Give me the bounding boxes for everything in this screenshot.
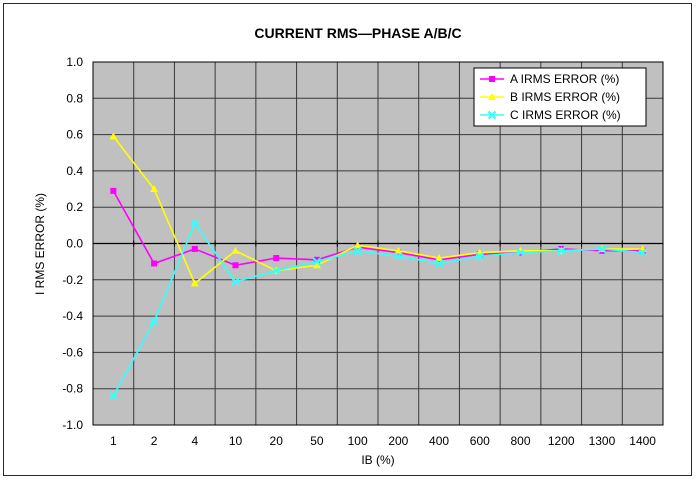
x-tick-label: 1 xyxy=(110,434,117,448)
series-c xyxy=(109,219,647,401)
chart-frame: CURRENT RMS—PHASE A/B/C I RMS ERROR (%) … xyxy=(3,3,692,476)
data-point xyxy=(394,246,403,254)
chart-title: CURRENT RMS—PHASE A/B/C xyxy=(254,25,461,41)
data-point xyxy=(273,255,280,262)
x-tick-label: 20 xyxy=(270,434,284,448)
x-tick-label: 100 xyxy=(348,434,368,448)
data-point xyxy=(597,244,607,254)
legend-entry: C IRMS ERROR (%) xyxy=(510,108,621,122)
y-tick-label: 1.0 xyxy=(66,55,83,69)
data-point xyxy=(557,246,566,255)
x-tick-label: 50 xyxy=(310,434,324,448)
legend: A IRMS ERROR (%) B IRMS ERROR (%) C IRMS E… xyxy=(473,67,647,127)
data-point xyxy=(231,246,240,254)
legend-entry: A IRMS ERROR (%) xyxy=(510,72,619,86)
x-tick-label: 1400 xyxy=(629,434,656,448)
x-tick-label: 10 xyxy=(229,434,243,448)
data-point xyxy=(475,251,484,261)
x-tick-label: 1200 xyxy=(548,434,575,448)
data-point xyxy=(489,76,495,82)
y-tick-label: -0.8 xyxy=(62,382,83,396)
x-tick-label: 200 xyxy=(388,434,408,448)
data-point xyxy=(191,245,198,252)
data-point xyxy=(487,110,497,120)
x-axis-label: IB (%) xyxy=(361,453,394,467)
x-tick-label: 1300 xyxy=(589,434,616,448)
data-point xyxy=(149,317,159,326)
data-point xyxy=(190,219,199,228)
data-point xyxy=(394,251,403,261)
y-tick-label: -0.2 xyxy=(62,273,83,287)
data-point xyxy=(151,260,158,267)
data-point xyxy=(110,187,117,194)
y-tick-label: 0.8 xyxy=(66,91,83,105)
data-point xyxy=(516,248,525,257)
data-point xyxy=(435,254,444,262)
data-point xyxy=(190,279,199,287)
y-tick-label: -0.6 xyxy=(62,345,83,359)
data-point xyxy=(272,266,281,275)
data-point xyxy=(312,261,321,269)
data-point xyxy=(353,241,362,249)
data-point xyxy=(312,257,322,266)
data-point xyxy=(232,262,239,269)
legend-entry: B IRMS ERROR (%) xyxy=(510,90,620,104)
y-tick-label: -0.4 xyxy=(62,309,83,323)
x-tick-label: 600 xyxy=(470,434,490,448)
y-tick-label: 0.0 xyxy=(66,237,83,251)
x-tick-label: 400 xyxy=(429,434,449,448)
data-point xyxy=(313,256,320,263)
data-point xyxy=(109,132,118,140)
y-tick-label: -1.0 xyxy=(62,418,83,432)
data-point xyxy=(638,248,647,257)
x-tick-label: 2 xyxy=(151,434,158,448)
data-point xyxy=(231,277,240,286)
y-axis-label: I RMS ERROR (%) xyxy=(33,193,47,295)
series-line xyxy=(112,221,643,397)
y-tick-label: 0.2 xyxy=(66,200,83,214)
data-point xyxy=(150,185,159,193)
data-point xyxy=(109,391,118,401)
plot-border xyxy=(92,61,664,426)
data-point xyxy=(353,246,362,255)
y-tick-label: 0.6 xyxy=(66,128,83,142)
series-line xyxy=(112,190,643,267)
y-tick-label: 0.4 xyxy=(66,164,83,178)
data-point xyxy=(434,259,444,268)
data-point xyxy=(488,93,496,100)
line-chart: CURRENT RMS—PHASE A/B/C I RMS ERROR (%) … xyxy=(33,25,664,467)
x-tick-label: 4 xyxy=(191,434,198,448)
x-tick-label: 800 xyxy=(510,434,530,448)
